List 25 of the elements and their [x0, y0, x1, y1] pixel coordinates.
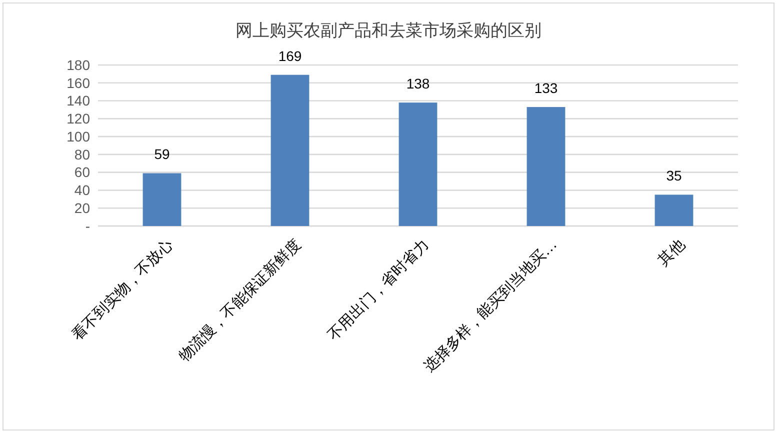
bar [398, 102, 438, 226]
y-tick-label: 20 [74, 200, 90, 216]
x-tick-label: 物流慢，不能保证新鲜度 [176, 236, 304, 365]
bar [270, 74, 310, 226]
x-tick-label: 不用出门，省时省力 [324, 236, 432, 344]
data-label: 35 [666, 168, 682, 184]
x-tick-label: 看不到实物，不放心 [68, 236, 176, 344]
data-label: 59 [154, 146, 170, 162]
y-tick-label: - [85, 218, 90, 234]
y-tick-label: 180 [66, 56, 90, 73]
data-label: 169 [278, 48, 302, 64]
bar [526, 107, 566, 226]
data-label: 138 [406, 76, 430, 92]
x-tick-label: 其他 [655, 236, 688, 270]
y-tick-label: 100 [66, 128, 90, 144]
data-label: 133 [534, 80, 558, 96]
y-tick-label: 60 [74, 164, 90, 180]
y-tick-label: 160 [66, 74, 90, 91]
y-tick-label: 40 [74, 182, 90, 198]
y-tick-label: 120 [66, 110, 90, 127]
y-tick-label: 80 [74, 146, 90, 162]
bar [654, 194, 694, 226]
chart-title: 网上购买农副产品和去菜市场采购的区别 [236, 21, 542, 40]
y-tick-label: 140 [66, 92, 90, 109]
bar [142, 173, 182, 226]
